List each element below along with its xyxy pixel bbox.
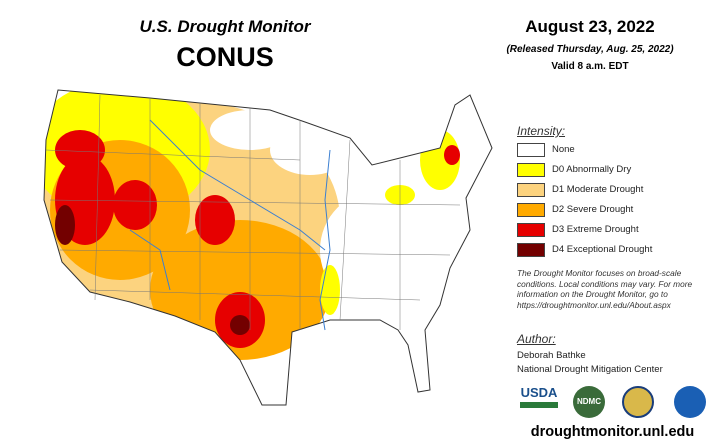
note: The Drought Monitor focuses on broad-sca…	[517, 268, 693, 310]
ndmc-logo: NDMC	[573, 386, 605, 418]
logo-bar	[520, 402, 558, 408]
drought-map	[43, 89, 493, 406]
legend-label: D1 Moderate Drought	[552, 184, 644, 195]
legend-swatch	[517, 143, 545, 157]
author-label: Author:	[517, 332, 556, 346]
logo-text: USDA	[520, 385, 558, 400]
valid-time: Valid 8 a.m. EDT	[551, 61, 629, 72]
author-org: National Drought Mitigation Center	[517, 364, 663, 375]
release-date: (Released Thursday, Aug. 25, 2022)	[506, 44, 674, 55]
legend-label: None	[552, 144, 575, 155]
logo-text: NDMC	[577, 397, 601, 406]
legend-label: D2 Severe Drought	[552, 204, 634, 215]
doc-logo	[622, 386, 654, 418]
usda-logo: USDA	[520, 385, 558, 408]
legend-swatch	[517, 223, 545, 237]
date: August 23, 2022	[525, 17, 655, 36]
legend-label: D3 Extreme Drought	[552, 224, 639, 235]
noaa-logo	[674, 386, 706, 418]
legend-swatch	[517, 183, 545, 197]
legend-label: D4 Exceptional Drought	[552, 244, 653, 255]
legend-swatch	[517, 163, 545, 177]
title: U.S. Drought Monitor	[139, 17, 311, 36]
legend-swatch	[517, 203, 545, 217]
legend-swatch	[517, 243, 545, 257]
rivers	[129, 119, 331, 331]
legend-label: D0 Abnormally Dry	[552, 164, 632, 175]
subtitle: CONUS	[176, 42, 274, 72]
url: droughtmonitor.unl.edu	[530, 424, 695, 440]
legend-title: Intensity:	[517, 124, 566, 138]
author-name: Deborah Bathke	[517, 350, 586, 361]
us-outline	[43, 89, 493, 406]
